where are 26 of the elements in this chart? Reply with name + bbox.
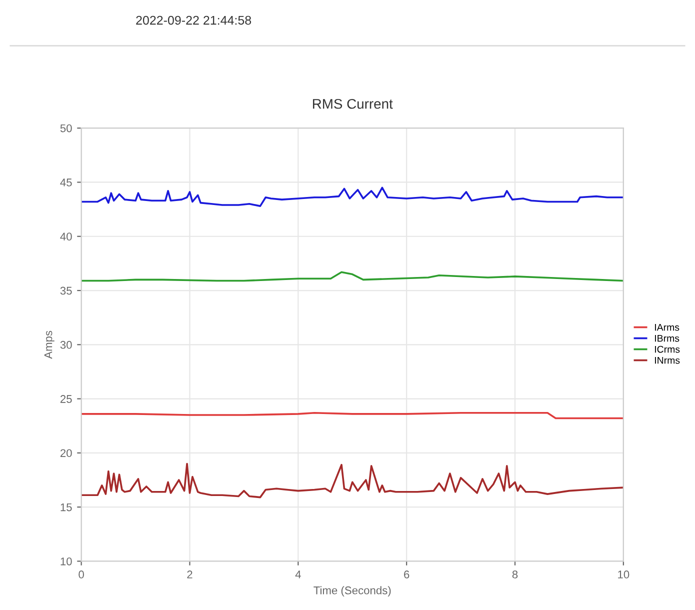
y-tick-label: 15 — [60, 503, 72, 512]
x-axis-title: Time (Seconds) — [314, 586, 391, 596]
x-tick-label: 2 — [187, 570, 192, 578]
x-tick-label: 10 — [618, 570, 630, 578]
legend-label: IBrms — [655, 334, 680, 342]
y-tick-label: 10 — [60, 557, 72, 566]
y-tick-label: 50 — [60, 124, 72, 132]
line-series — [81, 186, 624, 207]
legend-label: IArms — [655, 324, 680, 331]
chart-title: RMS Current — [312, 98, 393, 109]
line-series — [81, 271, 624, 282]
y-tick-label: 35 — [60, 286, 72, 295]
legend-label: INrms — [655, 356, 680, 364]
x-tick-label: 4 — [295, 570, 301, 578]
text: 2022-09-22 21:44:58 — [136, 16, 252, 25]
y-tick-label: 30 — [60, 340, 72, 349]
y-tick-label: 20 — [60, 449, 72, 458]
y-tick-label: 40 — [60, 232, 72, 241]
x-tick-label: 0 — [78, 570, 84, 578]
y-tick-label: 45 — [60, 178, 72, 186]
x-tick-label: 8 — [512, 570, 518, 578]
x-tick-label: 6 — [404, 570, 410, 578]
y-axis-title: Amps — [44, 330, 54, 359]
legend-label: ICrms — [655, 346, 680, 353]
y-tick-label: 25 — [60, 395, 72, 403]
line-series — [81, 462, 624, 498]
